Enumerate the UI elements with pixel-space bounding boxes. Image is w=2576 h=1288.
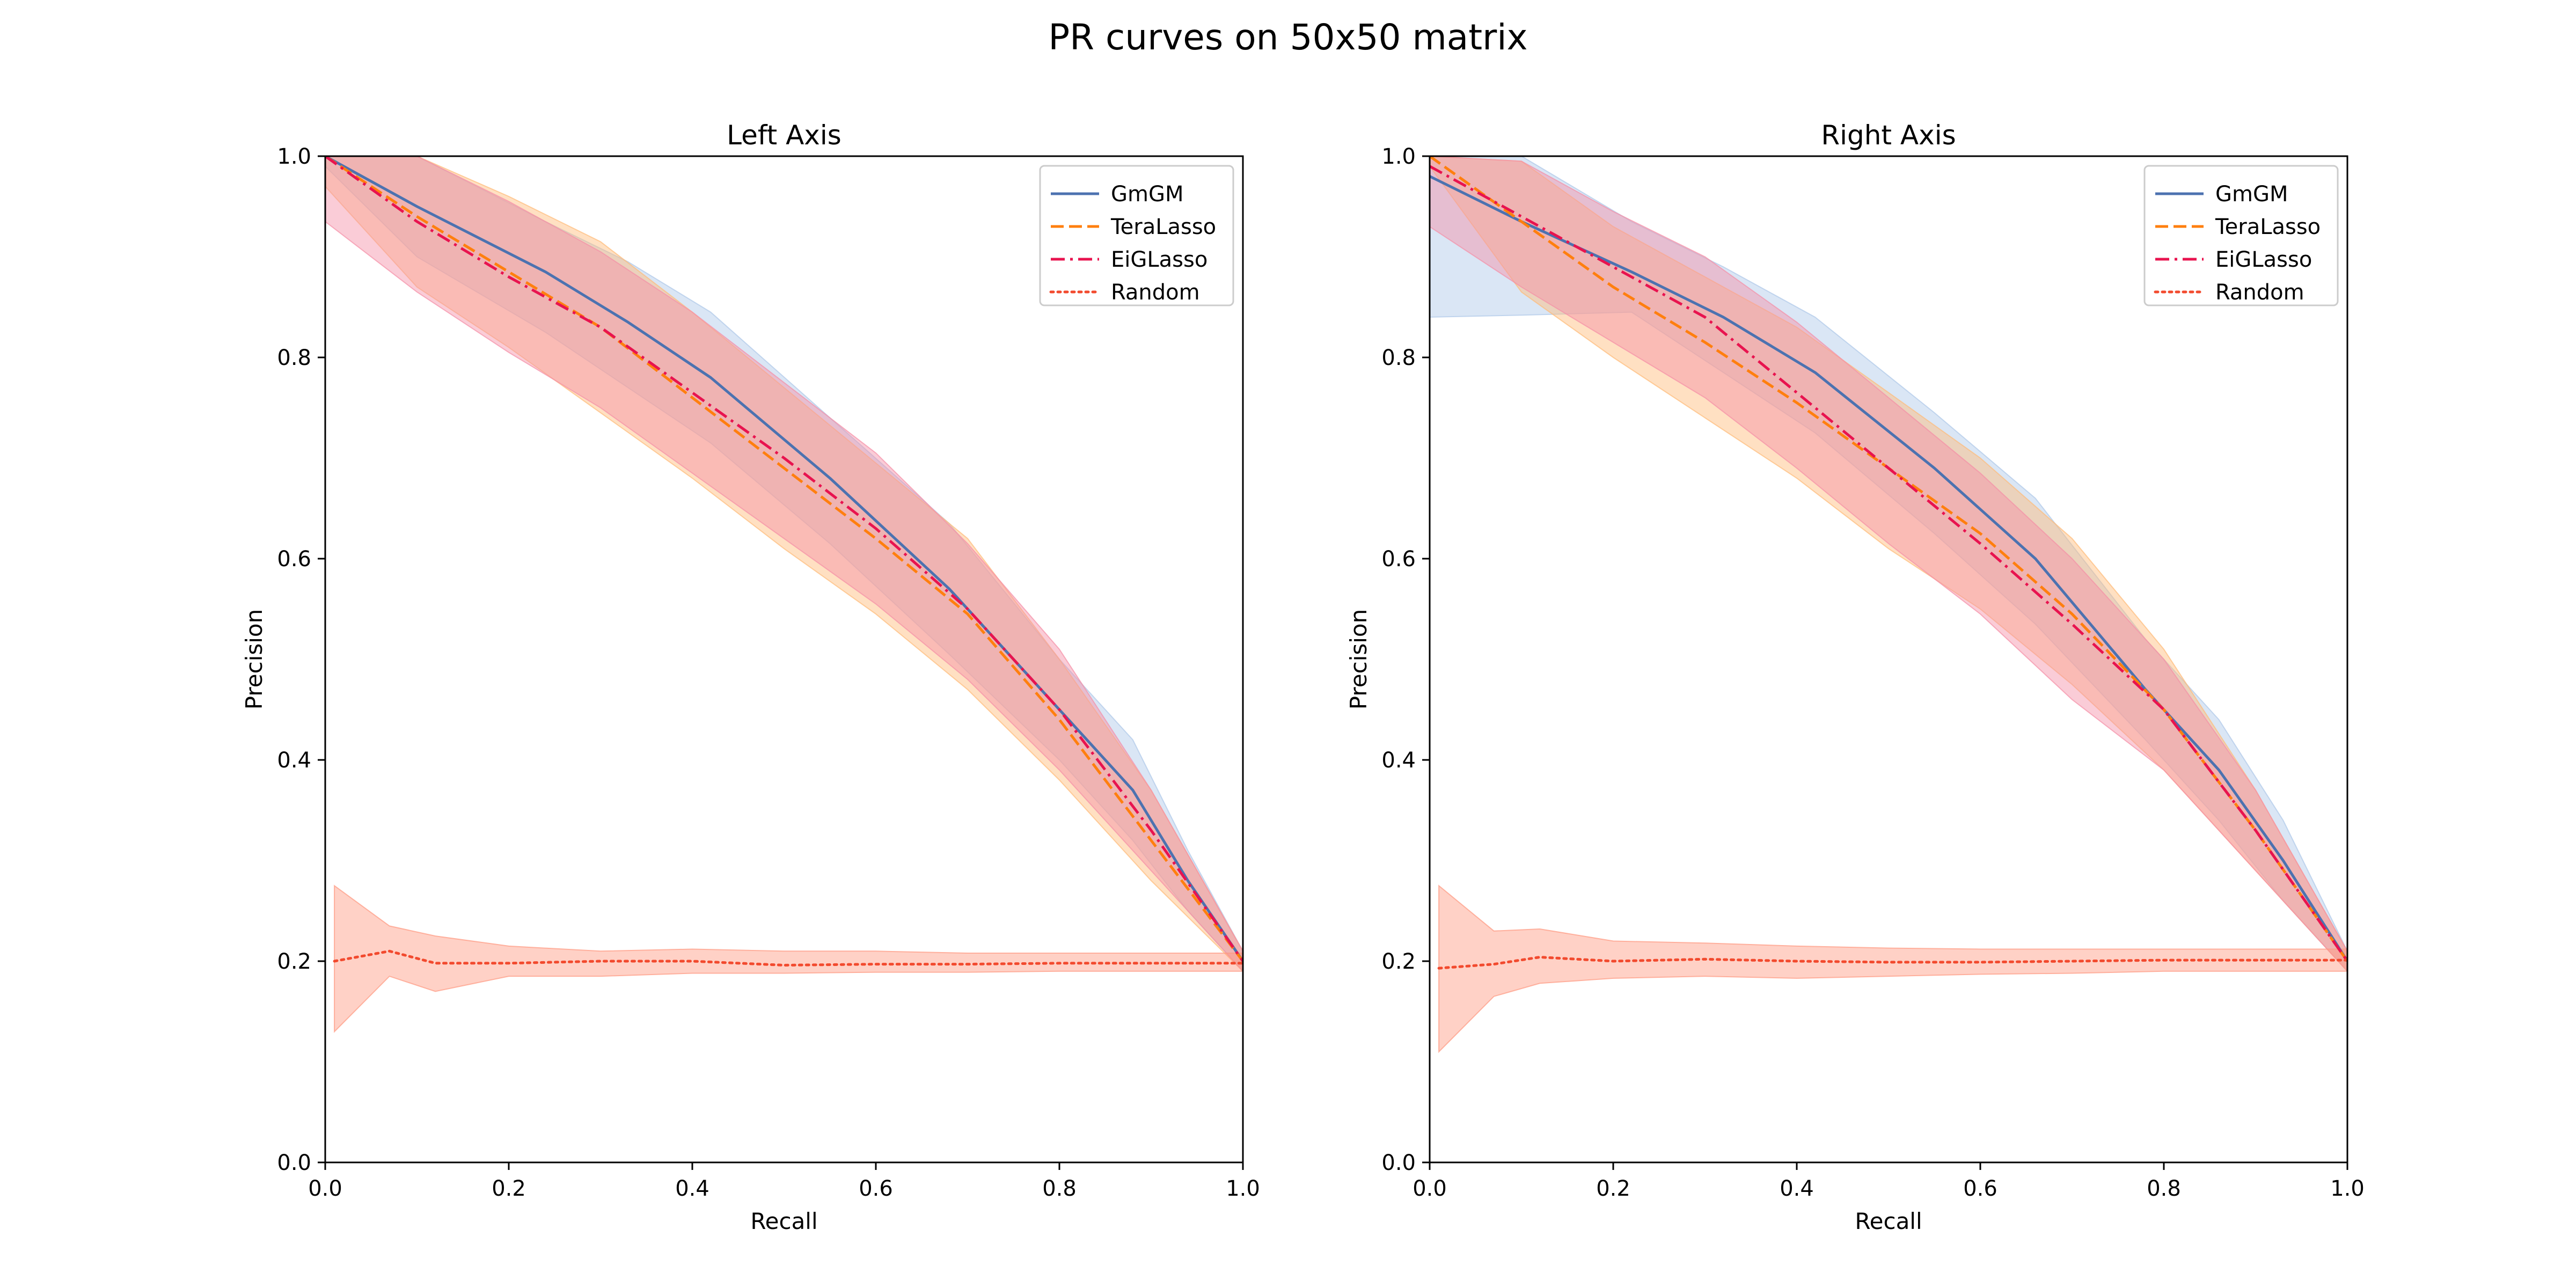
y-axis-label: Precision <box>241 609 267 709</box>
legend-label-random: Random <box>1111 280 1200 305</box>
x-tick-label: 0.2 <box>492 1176 526 1201</box>
x-tick-label: 0.6 <box>859 1176 893 1201</box>
teralasso-line <box>325 156 1243 962</box>
lines <box>325 156 1243 967</box>
bands <box>1430 156 2347 1053</box>
bands <box>325 156 1243 1033</box>
gmgm-line <box>1430 175 2347 962</box>
panel-title: Right Axis <box>1821 120 1956 151</box>
x-tick-label: 0.8 <box>1042 1176 1077 1201</box>
legend-box <box>1039 165 1234 306</box>
gmgm-band <box>325 156 1243 972</box>
legend-label-random: Random <box>2215 280 2304 305</box>
x-tick-label: 0.2 <box>1596 1176 1630 1201</box>
x-tick-label: 0.6 <box>1963 1176 1997 1201</box>
random-line <box>333 949 1243 967</box>
y-tick-label: 0.0 <box>277 1151 311 1175</box>
y-tick-label: 0.2 <box>1381 949 1416 974</box>
panel-title: Left Axis <box>727 120 841 151</box>
legend-label-eiglasso: EiGLasso <box>1111 247 1208 272</box>
legend-box <box>2143 165 2339 306</box>
x-tick-label: 0.4 <box>675 1176 709 1201</box>
plot-frame <box>324 155 1244 1163</box>
x-tick-label: 0.0 <box>1413 1176 1447 1201</box>
y-tick-label: 0.8 <box>277 346 311 370</box>
teralasso-band <box>1430 156 2347 972</box>
y-tick-label: 1.0 <box>1381 144 1416 169</box>
y-tick-label: 0.2 <box>277 949 311 974</box>
legend: GmGM TeraLasso EiGLasso Random <box>2143 165 2339 306</box>
x-axis-label: Recall <box>1855 1208 1922 1234</box>
random-band <box>334 884 1243 1033</box>
x-tick-label: 0.4 <box>1780 1176 1814 1201</box>
right-axis-panel: 0.0 0.2 0.4 0.6 0.8 1.0 0.0 0.2 0.4 0.6 0.8 1.0 Righ… <box>1345 120 2365 1234</box>
y-tick-label: 1.0 <box>277 144 311 169</box>
left-axis-panel: 0.0 0.2 0.4 0.6 0.8 1.0 0.0 0.2 0.4 0.6 0.8 1.0 Left… <box>241 120 1260 1234</box>
lines <box>1430 156 2347 970</box>
y-tick-label: 0.8 <box>1381 346 1416 370</box>
x-tick-label: 0.0 <box>308 1176 342 1201</box>
teralasso-band <box>325 156 1243 972</box>
eiglasso-line <box>1430 165 2347 962</box>
legend-label-gmgm: GmGM <box>1111 182 1183 207</box>
y-tick-label: 0.0 <box>1381 1151 1416 1175</box>
eiglasso-band <box>325 156 1243 972</box>
legend: GmGM TeraLasso EiGLasso Random <box>1039 165 1234 306</box>
eiglasso-line <box>325 156 1243 962</box>
x-tick-label: 0.8 <box>2147 1176 2181 1201</box>
gmgm-band <box>1430 156 2347 972</box>
random-band <box>1438 884 2347 1053</box>
eiglasso-band <box>1430 156 2347 972</box>
figure-title: PR curves on 50x50 matrix <box>1048 17 1527 58</box>
legend-label-teralasso: TeraLasso <box>2215 215 2321 239</box>
y-tick-label: 0.6 <box>1381 547 1416 572</box>
legend-label-gmgm: GmGM <box>2215 182 2288 207</box>
y-tick-label: 0.6 <box>277 547 311 572</box>
random-line <box>1437 956 2347 970</box>
gmgm-line <box>325 156 1243 962</box>
legend-label-eiglasso: EiGLasso <box>2215 247 2312 272</box>
x-tick-label: 1.0 <box>1226 1176 1260 1201</box>
x-axis-label: Recall <box>750 1208 817 1234</box>
legend-label-teralasso: TeraLasso <box>1110 215 1216 239</box>
y-tick-label: 0.4 <box>277 748 311 773</box>
y-axis-label: Precision <box>1345 609 1372 709</box>
plot-frame <box>1429 155 2348 1163</box>
y-tick-label: 0.4 <box>1381 748 1416 773</box>
x-tick-label: 1.0 <box>2330 1176 2365 1201</box>
